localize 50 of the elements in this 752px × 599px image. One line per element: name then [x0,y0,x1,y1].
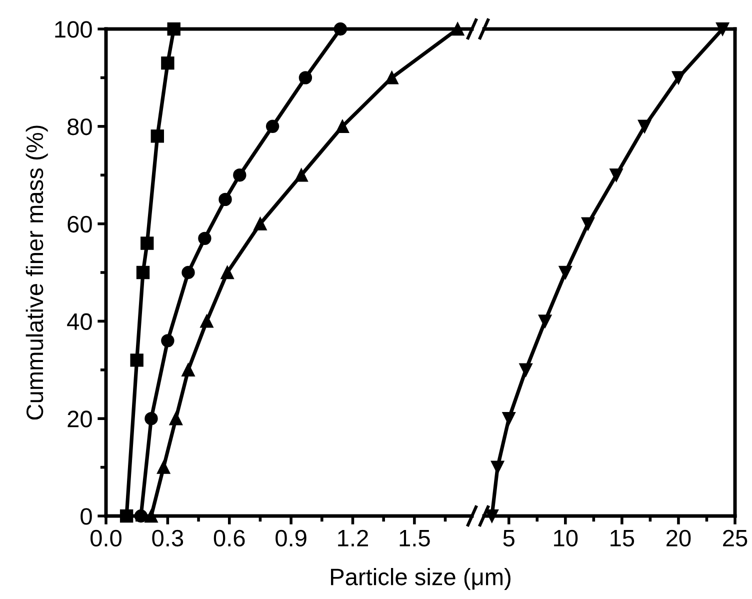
x-axis-title: Particle size (μm) [331,568,510,590]
point [254,217,267,230]
x-tick-label: 1.5 [400,530,430,547]
point [161,334,174,348]
y-axis-title: Cummulative finer mass (%) [26,126,48,420]
point [220,266,234,280]
point [198,232,212,246]
x-tick-label: 0.6 [214,530,245,547]
point [490,460,504,474]
point [638,120,652,133]
point [161,56,174,70]
point [581,217,595,230]
y-tick-label: 100 [55,21,92,38]
y-tick-label: 20 [68,410,92,428]
point [672,71,686,84]
point [182,363,195,376]
point [144,412,158,426]
point [538,314,552,328]
point [502,412,516,426]
point [156,460,170,474]
y-tick-label: 0 [80,508,92,525]
point [200,314,214,328]
x-tick-label: 20 [666,530,691,547]
x-tick-label: 25 [723,530,748,547]
point [130,354,144,367]
point [182,266,195,280]
x-tick-label: 0.0 [90,530,122,547]
point [266,120,280,133]
point [169,412,183,426]
point [558,266,572,280]
point [385,71,398,84]
point [294,168,308,182]
x-tick-label: 5 [503,530,514,547]
x-tick-label: 0.9 [276,530,306,547]
point [336,120,350,133]
point [233,168,246,182]
y-tick-label: 60 [68,216,92,233]
point [140,236,154,250]
y-tick-label: 40 [67,313,92,330]
y-tick-label: 80 [68,118,92,136]
x-tick-label: 0.3 [152,530,184,547]
x-tick-label: 10 [554,530,578,547]
point [218,192,232,206]
point [136,266,150,280]
x-tick-label: 1.2 [338,530,368,546]
x-tick-label: 15 [610,530,634,547]
point [519,363,532,376]
point [610,168,623,182]
point [298,71,312,84]
point [150,130,164,143]
